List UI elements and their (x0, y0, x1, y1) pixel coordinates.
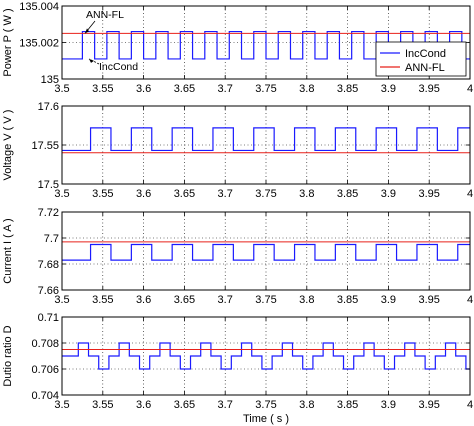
x-tick-label: 3.95 (418, 83, 439, 95)
y-axis-label: Power P ( W ) (2, 8, 14, 76)
annotation-arrow (88, 58, 100, 65)
legend-entry: IncCond (405, 48, 446, 60)
x-tick-label: 3.65 (174, 83, 195, 95)
x-tick-label: 3.75 (255, 294, 276, 306)
x-tick-label: 3.5 (54, 188, 69, 200)
x-tick-label: 3.75 (255, 188, 276, 200)
legend-entry: ANN-FL (405, 62, 445, 74)
x-tick-label: 3.65 (174, 294, 195, 306)
y-axis-label: Voltage V ( V ) (2, 110, 14, 181)
x-tick-label: 3.55 (92, 399, 113, 411)
x-tick-label: 3.95 (418, 399, 439, 411)
annotation-arrowhead (89, 58, 94, 63)
x-tick-label: 3.8 (299, 83, 314, 95)
x-tick-label: 3.9 (381, 294, 396, 306)
x-tick-label: 3.7 (218, 188, 233, 200)
x-tick-label: 3.9 (381, 83, 396, 95)
x-tick-label: 3.6 (136, 188, 151, 200)
y-tick-label: 7.7 (44, 233, 59, 245)
annotations: ANN-FL IncCond (84, 9, 138, 73)
x-tick-label: 3.75 (255, 83, 276, 95)
x-tick-label: 3.85 (337, 294, 358, 306)
x-tick-label: 3.7 (218, 294, 233, 306)
y-tick-label: 0.708 (31, 338, 59, 350)
panel-2: 3.5 3.55 3.6 3.65 3.7 3.75 3.8 3.85 3.9 3.95 4 17.5… (2, 101, 473, 200)
x-tick-label: 3.85 (337, 83, 358, 95)
panel-4: 3.5 3.55 3.6 3.65 3.7 3.75 3.8 3.85 3.9 3.95 4 0.70… (2, 312, 473, 425)
x-tick-label: 3.9 (381, 188, 396, 200)
x-tick-label: 3.55 (92, 294, 113, 306)
series-inccond-line (62, 30, 470, 60)
x-tick-label: 3.75 (255, 399, 276, 411)
y-tick-label: 0.706 (31, 364, 59, 376)
x-tick-label: 3.6 (136, 399, 151, 411)
x-tick-label: 3.95 (418, 188, 439, 200)
x-tick-label: 3.55 (92, 83, 113, 95)
series-inccond-line (62, 243, 470, 261)
x-tick-label: 4 (467, 188, 473, 200)
x-tick-label: 3.85 (337, 399, 358, 411)
panel-3: 3.5 3.55 3.6 3.65 3.7 3.75 3.8 3.85 3.9 3.95 4 7.66… (2, 207, 473, 306)
x-tick-label: 3.65 (174, 399, 195, 411)
y-axis-label: Dutio ratio D (2, 325, 14, 386)
x-tick-label: 4 (467, 399, 473, 411)
x-tick-label: 3.7 (218, 83, 233, 95)
x-tick-label: 3.85 (337, 188, 358, 200)
x-tick-label: 3.7 (218, 399, 233, 411)
x-tick-label: 3.8 (299, 188, 314, 200)
x-tick-label: 3.6 (136, 83, 151, 95)
annotation-label: IncCond (99, 61, 138, 73)
x-tick-label: 4 (467, 294, 473, 306)
y-tick-label: 0.704 (31, 390, 59, 402)
y-tick-label: 7.66 (38, 285, 59, 297)
y-tick-label: 17.55 (31, 140, 59, 152)
legend: IncCond ANN-FL (375, 41, 467, 77)
x-tick-label: 3.5 (54, 399, 69, 411)
y-tick-label: 135 (41, 74, 59, 86)
x-tick-label: 3.8 (299, 399, 314, 411)
x-tick-label: 3.5 (54, 294, 69, 306)
y-tick-label: 7.72 (38, 207, 59, 219)
x-tick-label: 3.95 (418, 294, 439, 306)
y-tick-label: 17.5 (38, 179, 59, 191)
x-axis-label: Time ( s ) (243, 413, 289, 425)
x-tick-label: 4 (467, 83, 473, 95)
annotation-label: ANN-FL (86, 9, 124, 21)
x-tick-label: 3.6 (136, 294, 151, 306)
x-tick-label: 3.65 (174, 188, 195, 200)
y-tick-label: 135.004 (19, 1, 59, 13)
legend-box (375, 41, 467, 77)
x-tick-label: 3.5 (54, 83, 69, 95)
y-tick-label: 0.71 (38, 312, 59, 324)
x-tick-label: 3.9 (381, 399, 396, 411)
y-tick-label: 7.68 (38, 259, 59, 271)
x-tick-label: 3.8 (299, 294, 314, 306)
panel-1: 3.5 3.55 3.6 3.65 3.7 3.75 3.8 3.85 3.9 3.95 4 135 1… (2, 1, 473, 95)
annotation-arrowhead (85, 28, 89, 34)
y-axis-label: Current I ( A ) (2, 218, 14, 283)
x-tick-label: 3.55 (92, 188, 113, 200)
y-tick-label: 135.002 (19, 38, 59, 50)
series-inccond-line (62, 127, 470, 152)
y-tick-label: 17.6 (38, 101, 59, 113)
series-inccond-line (62, 342, 470, 370)
